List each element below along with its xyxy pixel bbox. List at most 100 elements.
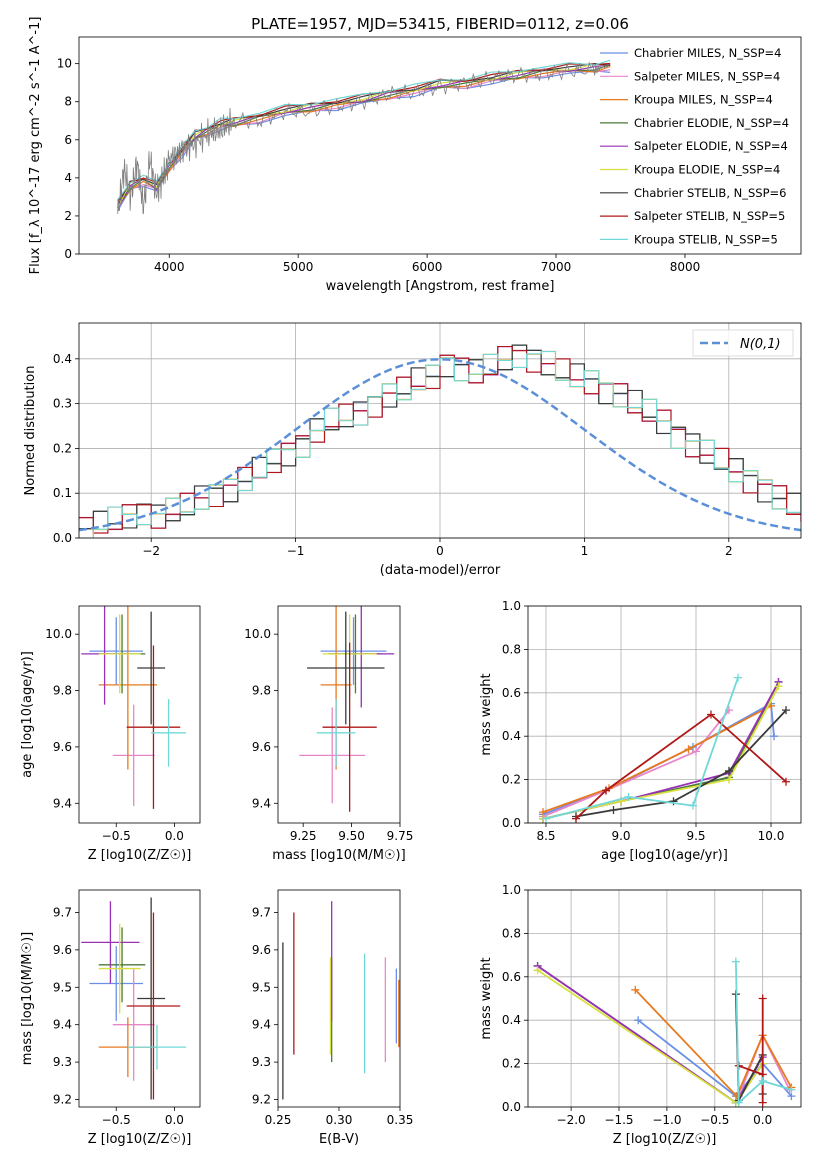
x-tick-label: 4000 xyxy=(154,260,185,274)
legend-label: Kroupa ELODIE, N_SSP=4 xyxy=(634,163,780,177)
plot-area xyxy=(81,606,187,809)
spectrum-plot: 4000 5000 6000 7000 8000 0 2 4 6 8 10 wavelength [A… xyxy=(28,17,802,294)
plot-area xyxy=(299,606,395,812)
weight-marker xyxy=(758,1076,767,1085)
weight-marker xyxy=(692,747,700,756)
weight-marker xyxy=(770,732,778,741)
y-tick-label: 9.6 xyxy=(53,740,72,754)
legend-label: Chabrier ELODIE, N_SSP=4 xyxy=(634,116,789,130)
y-tick-label: 9.4 xyxy=(53,796,72,810)
weight-marker xyxy=(725,775,733,784)
axes-frame xyxy=(527,889,802,1108)
x-tick-label: 0.35 xyxy=(387,1113,414,1127)
legend-box xyxy=(692,329,794,357)
plot-area xyxy=(81,897,187,1100)
x-tick-label: 2 xyxy=(725,544,733,558)
y-axis-label: mass [log10(M/M☉)] xyxy=(20,932,35,1065)
y-tick-label: 0.0 xyxy=(502,816,521,830)
axes-frame xyxy=(277,889,401,1108)
y-tick-label: 2 xyxy=(64,209,72,223)
weight-marker xyxy=(734,673,742,682)
histogram-step xyxy=(79,351,801,538)
x-tick-label: −2 xyxy=(142,544,160,558)
plot-area xyxy=(117,59,611,215)
legend: Chabrier MILES, N_SSP=4 Salpeter MILES, N… xyxy=(600,46,789,246)
x-axis-label: mass [log10(M/M☉)] xyxy=(272,848,405,863)
y-tick-label: 9.3 xyxy=(53,1055,72,1069)
x-axis-label: Z [log10(Z/Z☉)] xyxy=(88,848,192,863)
x-axis-label: age [log10(age/yr)] xyxy=(601,848,728,863)
y-tick-label: 9.7 xyxy=(53,905,72,919)
mass-vs-EBV-plot: 0.25 0.30 0.35 9.2 9.3 9.4 9.5 9.6 9.7 E(B-V) xyxy=(252,889,414,1147)
x-tick-label: 9.0 xyxy=(611,829,630,843)
axes-frame xyxy=(78,605,201,824)
weight-line xyxy=(735,961,792,1105)
y-tick-label: 9.6 xyxy=(252,943,271,957)
data-spectrum xyxy=(117,61,610,215)
y-axis-label: age [log10(age/yr)] xyxy=(20,651,35,778)
x-tick-label: −0.5 xyxy=(102,1113,131,1127)
x-tick-label: −0.5 xyxy=(102,829,131,843)
legend-label: Salpeter STELIB, N_SSP=5 xyxy=(634,209,785,223)
legend-label: Salpeter MILES, N_SSP=4 xyxy=(634,69,780,83)
weight-marker xyxy=(609,805,618,814)
x-tick-label: −0.5 xyxy=(700,1113,729,1127)
residual-histogram-plot: −2 −1 0 1 2 0.0 0.1 0.2 0.3 0.4 (data-model)/error… xyxy=(23,322,802,578)
model-curve xyxy=(117,63,611,208)
x-tick-label: 6000 xyxy=(412,260,443,274)
y-tick-label: 0.8 xyxy=(502,926,521,940)
legend-label: Kroupa STELIB, N_SSP=5 xyxy=(634,232,778,246)
weight-marker xyxy=(734,1098,743,1107)
weight-marker xyxy=(542,814,550,823)
weight-marker xyxy=(782,706,790,715)
x-axis-label: Z [log10(Z/Z☉)] xyxy=(88,1132,192,1147)
legend-label: N(0,1) xyxy=(740,337,781,352)
histogram-step xyxy=(79,350,801,538)
x-tick-label: 0.0 xyxy=(753,1113,772,1127)
weight-marker xyxy=(684,745,693,754)
y-tick-label: 9.6 xyxy=(252,740,271,754)
histogram-step xyxy=(79,344,801,530)
y-tick-label: 0.2 xyxy=(53,441,72,455)
y-axis-label: Normed distribution xyxy=(23,366,38,496)
weight-marker xyxy=(707,710,715,719)
weight-line xyxy=(738,998,764,1103)
axes-frame xyxy=(78,36,802,255)
normal-curve xyxy=(79,358,801,532)
y-tick-label: 9.3 xyxy=(252,1055,271,1069)
weight-marker xyxy=(634,1016,643,1025)
x-tick-label: 9.25 xyxy=(290,829,317,843)
weight-marker xyxy=(782,777,790,786)
x-tick-label: 7000 xyxy=(541,260,572,274)
weight-vs-Z-plot: −2.0 −1.5 −1.0 −0.5 0.0 0.0 0.2 0.4 0.6 0.8 1.0 Z [… xyxy=(479,883,802,1147)
weight-line xyxy=(634,989,793,1098)
weight-marker xyxy=(602,786,610,795)
x-tick-label: −1 xyxy=(287,544,305,558)
histogram-step xyxy=(79,345,801,534)
x-tick-label: 8000 xyxy=(670,260,701,274)
weight-marker xyxy=(533,966,542,975)
weight-vs-age-plot: 8.5 9.0 9.5 10.0 0.0 0.2 0.4 0.6 0.8 1.0 age [log1… xyxy=(479,599,802,863)
age-vs-Z-plot: −0.5 0.0 9.4 9.6 9.8 10.0 Z [log10(Z/Z☉)] age [… xyxy=(20,605,201,863)
x-tick-label: 9.5 xyxy=(686,829,705,843)
y-tick-label: 0.4 xyxy=(53,352,72,366)
y-tick-label: 1.0 xyxy=(502,599,521,613)
weight-marker xyxy=(758,1098,767,1107)
y-tick-label: 0.2 xyxy=(502,1057,521,1071)
weight-marker xyxy=(624,792,633,801)
y-tick-label: 9.2 xyxy=(252,1093,271,1107)
histogram-step xyxy=(79,344,801,530)
weight-marker xyxy=(774,682,783,691)
x-tick-label: 5000 xyxy=(283,260,314,274)
plot-area xyxy=(533,957,796,1107)
x-tick-label: 9.50 xyxy=(338,829,365,843)
weight-marker xyxy=(631,985,640,994)
x-tick-label: 10.0 xyxy=(758,829,785,843)
weight-marker xyxy=(731,957,740,966)
legend-label: Kroupa MILES, N_SSP=4 xyxy=(634,93,773,107)
x-tick-label: 9.75 xyxy=(387,829,414,843)
histogram-step xyxy=(79,350,801,538)
legend-label: Chabrier MILES, N_SSP=4 xyxy=(634,46,781,60)
y-tick-label: 0.0 xyxy=(53,531,72,545)
x-tick-label: 0.30 xyxy=(326,1113,353,1127)
